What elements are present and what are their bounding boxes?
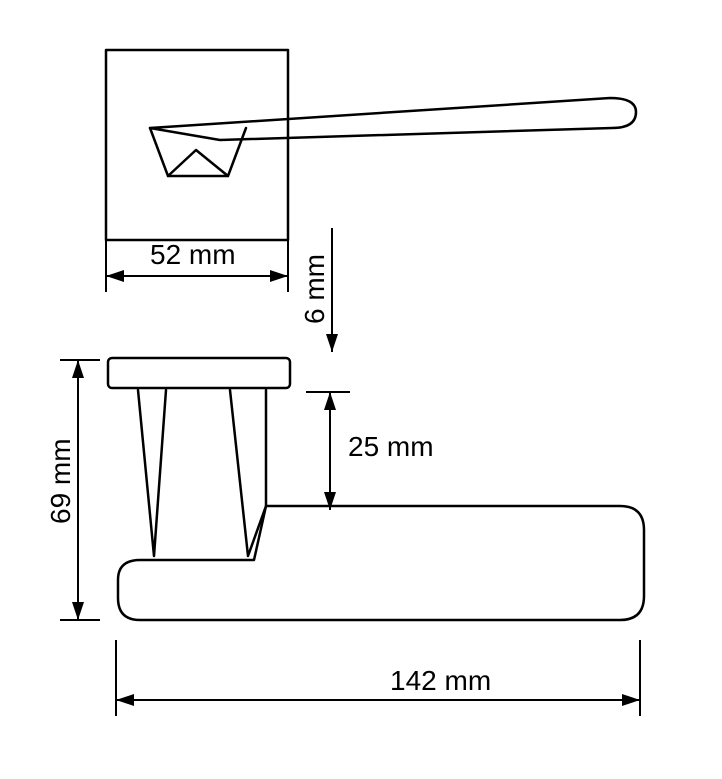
arrow-head	[324, 492, 336, 510]
top-rosette	[106, 50, 288, 240]
side-lever	[118, 506, 644, 620]
dim-6-label: 6 mm	[299, 254, 330, 324]
arrow-head	[326, 334, 338, 352]
dim-25-label: 25 mm	[348, 431, 434, 462]
top-handle	[150, 98, 636, 140]
dim-69-label: 69 mm	[45, 438, 76, 524]
arrow-head	[270, 270, 288, 282]
arrow-head	[106, 270, 124, 282]
arrow-head	[622, 694, 640, 706]
dim-52-label: 52 mm	[150, 239, 236, 270]
dim-142-label: 142 mm	[390, 665, 491, 696]
top-neck-edge	[168, 150, 228, 176]
side-plate	[108, 358, 290, 388]
arrow-head	[72, 602, 84, 620]
arrow-head	[324, 392, 336, 410]
arrow-head	[72, 360, 84, 378]
arrow-head	[116, 694, 134, 706]
side-stem-left	[138, 390, 166, 556]
